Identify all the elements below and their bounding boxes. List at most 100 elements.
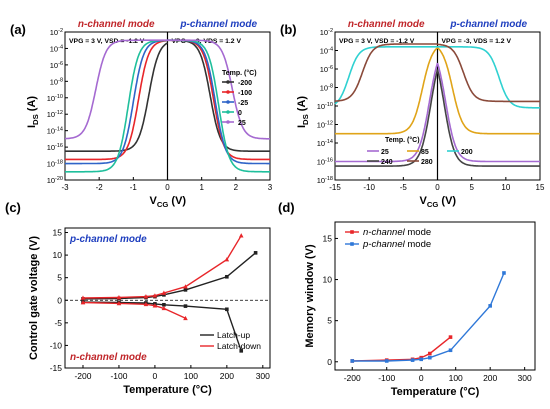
panel-b: (b) n-channel mode p-channel mode VPG = 3 V… — [280, 19, 545, 209]
data-point-d-1 — [384, 359, 389, 363]
data-point-d-1 — [488, 304, 492, 308]
bias-left-a: VPG = 3 V, VSD = -1.2 V — [69, 38, 145, 45]
y-axis-label-a: IDS (A) — [26, 96, 40, 128]
panel-label-b: (b) — [280, 22, 297, 37]
data-point-c-Latch-down — [152, 293, 158, 298]
data-point-d-1 — [419, 357, 424, 362]
panel-d: (d) -200 -100 0 100 200 300 15 10 5 0 Temperature (… — [278, 200, 536, 398]
plot-frame-c — [64, 227, 271, 369]
panel-label-d: (d) — [278, 200, 295, 215]
curve-p-b-25 — [436, 62, 540, 163]
x-tick-label-a: -2 — [96, 183, 104, 192]
curve-n-a-25 — [65, 39, 168, 140]
panel-label-c: (c) — [5, 200, 21, 215]
data-point-d-0 — [448, 335, 453, 339]
curve-n-b-240 — [335, 69, 439, 167]
data-point-c-Latch-down — [161, 305, 167, 311]
x-tick-label-a: -1 — [130, 183, 138, 192]
x-tick-label-b: -15 — [329, 183, 341, 192]
legend-marker-a-25 — [226, 120, 230, 124]
y-tick-label-d: 5 — [327, 316, 332, 326]
y-tick-label-b: 10-14 — [317, 139, 333, 148]
x-tick-label-b: 10 — [501, 183, 510, 192]
x-tick-label-b: -10 — [363, 183, 375, 192]
data-point-d-0 — [428, 351, 432, 356]
data-point-c-Latch-down — [238, 233, 244, 238]
x-tick-label-d: 300 — [518, 373, 532, 383]
legend-title-b: Temp. (°C) — [385, 136, 420, 144]
y-tick-label-b: 10-18 — [317, 176, 333, 185]
y-tick-label-b: 10-16 — [317, 158, 333, 167]
x-tick-label-a: -3 — [61, 183, 69, 192]
curve-p-b-280 — [437, 43, 540, 103]
curve-n-b-280 — [335, 43, 438, 102]
legend-label-d-1: p-channel mode — [362, 239, 431, 250]
y-tick-label-d: 10 — [323, 275, 333, 285]
series-line-c-Latch-down-lower — [82, 301, 186, 319]
y-tick-label-c: 10 — [53, 250, 63, 260]
data-point-c-Latch-down — [183, 315, 188, 321]
bias-right-b: VPG = -3, VDS = 1.2 V — [442, 38, 512, 45]
y-tick-label-c: 5 — [57, 273, 62, 283]
y-tick-label-b: 10-12 — [317, 121, 333, 130]
y-tick-label-a: 10-18 — [47, 160, 63, 169]
data-point-c-Latch-down — [183, 284, 188, 289]
x-tick-label-c: -200 — [74, 371, 91, 381]
curve-p-a--100 — [167, 39, 270, 161]
y-tick-label-a: 10-4 — [50, 44, 63, 53]
legend-marker-d-0 — [350, 230, 354, 234]
y-tick-label-d: 15 — [323, 233, 333, 243]
y-tick-label-b: 10-6 — [320, 65, 333, 74]
curve-p-a-25 — [167, 39, 270, 140]
legend-title-a: Temp. (°C) — [222, 69, 257, 77]
x-tick-label-a: 0 — [165, 183, 170, 192]
bias-left-b: VPG = 3 V, VSD = -1.2 V — [339, 38, 415, 45]
x-tick-label-d: 100 — [449, 373, 463, 383]
x-tick-label-a: 2 — [234, 183, 239, 192]
y-tick-label-a: 10-14 — [47, 127, 63, 136]
x-tick-label-d: 0 — [419, 373, 424, 383]
legend-label-c-Latch-up: Latch-up — [217, 330, 250, 340]
legend-marker-a-0 — [226, 110, 230, 114]
legend-label-d-0: n-channel mode — [363, 227, 431, 238]
legend-marker-d-1 — [350, 242, 354, 246]
data-point-c-Latch-up — [225, 274, 229, 279]
curve-p-b-85 — [436, 47, 540, 135]
curve-n-a--200 — [65, 42, 168, 152]
y-tick-label-b: 10-8 — [320, 84, 333, 93]
x-tick-label-c: -100 — [110, 371, 127, 381]
y-tick-label-a: 10-20 — [47, 176, 63, 185]
x-tick-label-c: 300 — [256, 371, 270, 381]
y-axis-label-b: IDS (A) — [296, 96, 310, 128]
panel-c: (c) -200 -100 0 100 200 300 15 10 5 0 -5 -10 -15 Tempe… — [5, 200, 271, 396]
data-point-c-Latch-up — [253, 251, 258, 255]
y-axis-label-d: Memory window (V) — [304, 244, 316, 348]
curve-n-a--100 — [65, 39, 168, 161]
x-tick-label-d: -200 — [344, 373, 361, 383]
legend-marker-a--200 — [226, 80, 230, 84]
data-point-d-1 — [502, 271, 506, 275]
x-tick-label-c: 100 — [184, 371, 198, 381]
data-point-c-Latch-down — [116, 300, 122, 306]
x-tick-label-c: 0 — [153, 371, 158, 381]
data-point-c-Latch-down — [152, 303, 158, 308]
panel-a: (a) n-channel mode p-channel mode VPG = 3 V… — [10, 19, 273, 209]
legend-label-a--100: -100 — [238, 90, 252, 97]
data-point-d-1 — [350, 359, 355, 363]
y-tick-label-c: 15 — [53, 228, 63, 238]
series-line-c-Latch-up-lower — [82, 301, 242, 352]
y-tick-label-a: 10-16 — [47, 143, 63, 152]
y-tick-label-d: 0 — [327, 357, 332, 367]
x-tick-label-d: -100 — [378, 373, 395, 383]
x-tick-label-a: 1 — [199, 183, 204, 192]
data-point-c-Latch-up — [225, 307, 229, 312]
data-point-c-Latch-down — [80, 295, 86, 300]
data-point-d-1 — [428, 355, 432, 360]
x-tick-label-a: 3 — [268, 183, 273, 192]
p-mode-label-c: p-channel mode — [69, 234, 147, 245]
curve-p-b-200 — [437, 46, 540, 109]
data-point-d-1 — [448, 348, 453, 353]
y-tick-label-c: -15 — [50, 363, 63, 373]
data-point-c-Latch-down — [143, 294, 149, 299]
